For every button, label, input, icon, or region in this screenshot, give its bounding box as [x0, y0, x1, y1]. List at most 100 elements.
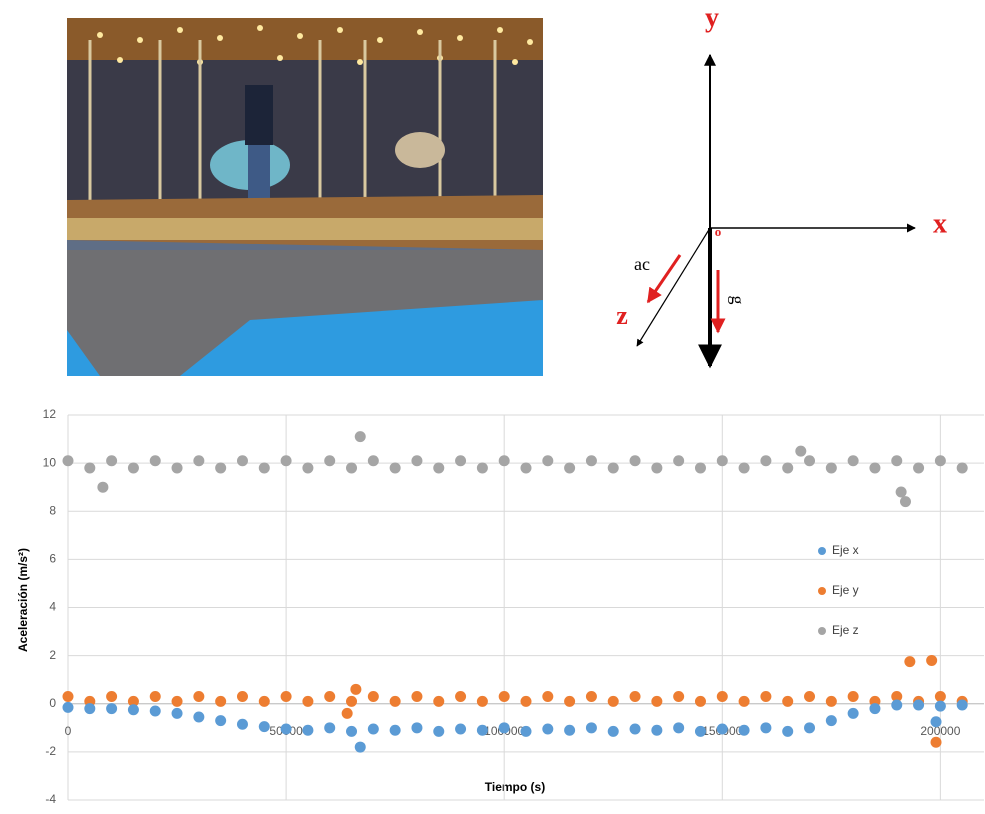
data-point	[128, 462, 139, 473]
legend-marker	[818, 587, 826, 595]
data-point	[717, 724, 728, 735]
data-point	[900, 496, 911, 507]
data-point	[150, 455, 161, 466]
data-point	[651, 725, 662, 736]
origin-label: o	[715, 224, 722, 239]
data-point	[630, 691, 641, 702]
y-tick-label: 12	[43, 407, 57, 421]
data-point	[608, 696, 619, 707]
data-point	[215, 462, 226, 473]
data-point	[390, 725, 401, 736]
y-tick-label: 10	[43, 455, 57, 469]
data-point	[281, 691, 292, 702]
data-point	[237, 719, 248, 730]
data-point	[804, 691, 815, 702]
data-point	[717, 455, 728, 466]
data-point	[695, 462, 706, 473]
data-point	[935, 455, 946, 466]
data-point	[586, 722, 597, 733]
data-point	[521, 696, 532, 707]
data-point	[891, 699, 902, 710]
data-point	[433, 696, 444, 707]
y-tick-label: 8	[49, 503, 56, 517]
data-point	[150, 705, 161, 716]
data-point	[521, 462, 532, 473]
data-point	[215, 696, 226, 707]
data-point	[673, 722, 684, 733]
data-point	[521, 726, 532, 737]
chart: Aceleración (m/s²) Tiempo (s)	[16, 548, 545, 794]
data-point	[804, 455, 815, 466]
data-point	[411, 722, 422, 733]
data-point	[739, 462, 750, 473]
data-point	[564, 696, 575, 707]
data-point	[193, 455, 204, 466]
data-point	[455, 455, 466, 466]
x-axis-title: Tiempo (s)	[485, 780, 545, 794]
y-tick-label: -4	[45, 792, 56, 806]
data-point	[826, 696, 837, 707]
ac-label: ac	[634, 254, 650, 274]
data-point	[128, 704, 139, 715]
page: y x z o ac g Aceleración (m/s²) Tiempo (…	[0, 0, 985, 809]
data-point	[302, 696, 313, 707]
data-point	[368, 455, 379, 466]
data-point	[869, 703, 880, 714]
data-point	[717, 691, 728, 702]
data-point	[193, 711, 204, 722]
data-point	[324, 691, 335, 702]
data-point	[259, 462, 270, 473]
legend-label: Eje z	[832, 623, 859, 637]
data-point	[760, 691, 771, 702]
legend-label: Eje y	[832, 583, 859, 597]
data-point	[411, 455, 422, 466]
data-point	[63, 691, 74, 702]
data-point	[499, 691, 510, 702]
x-tick-label: 0	[65, 724, 72, 738]
x-tick-label: 200000	[920, 724, 960, 738]
data-point	[926, 655, 937, 666]
data-point	[782, 696, 793, 707]
data-point	[390, 462, 401, 473]
data-point	[390, 696, 401, 707]
data-point	[935, 701, 946, 712]
y-label: y	[705, 2, 719, 33]
data-point	[106, 455, 117, 466]
data-point	[913, 462, 924, 473]
y-axis-title: Aceleración (m/s²)	[16, 548, 30, 652]
data-point	[355, 742, 366, 753]
data-point	[215, 715, 226, 726]
ac-arrow	[648, 255, 680, 302]
data-point	[739, 696, 750, 707]
data-point	[150, 691, 161, 702]
y-tick-label: 2	[49, 648, 56, 662]
data-point	[586, 691, 597, 702]
data-point	[695, 696, 706, 707]
data-point	[455, 724, 466, 735]
data-point	[564, 462, 575, 473]
axes-diagram: y x z o ac g	[616, 2, 947, 366]
y-tick-label: 6	[49, 552, 56, 566]
data-point	[804, 722, 815, 733]
data-point	[477, 462, 488, 473]
data-point	[931, 716, 942, 727]
data-point	[342, 708, 353, 719]
data-point	[608, 462, 619, 473]
data-point	[237, 691, 248, 702]
data-point	[760, 455, 771, 466]
data-point	[586, 455, 597, 466]
data-point	[542, 724, 553, 735]
legend-label: Eje x	[832, 543, 859, 557]
data-point	[346, 462, 357, 473]
legend-marker	[818, 627, 826, 635]
data-point	[350, 684, 361, 695]
y-tick-label: 4	[49, 600, 56, 614]
data-point	[608, 726, 619, 737]
data-point	[63, 455, 74, 466]
data-point	[760, 722, 771, 733]
plot: -4-2024681012050000100000150000200000Eje…	[43, 407, 984, 806]
data-point	[896, 487, 907, 498]
data-point	[848, 455, 859, 466]
data-point	[564, 725, 575, 736]
x-label: x	[933, 208, 947, 239]
